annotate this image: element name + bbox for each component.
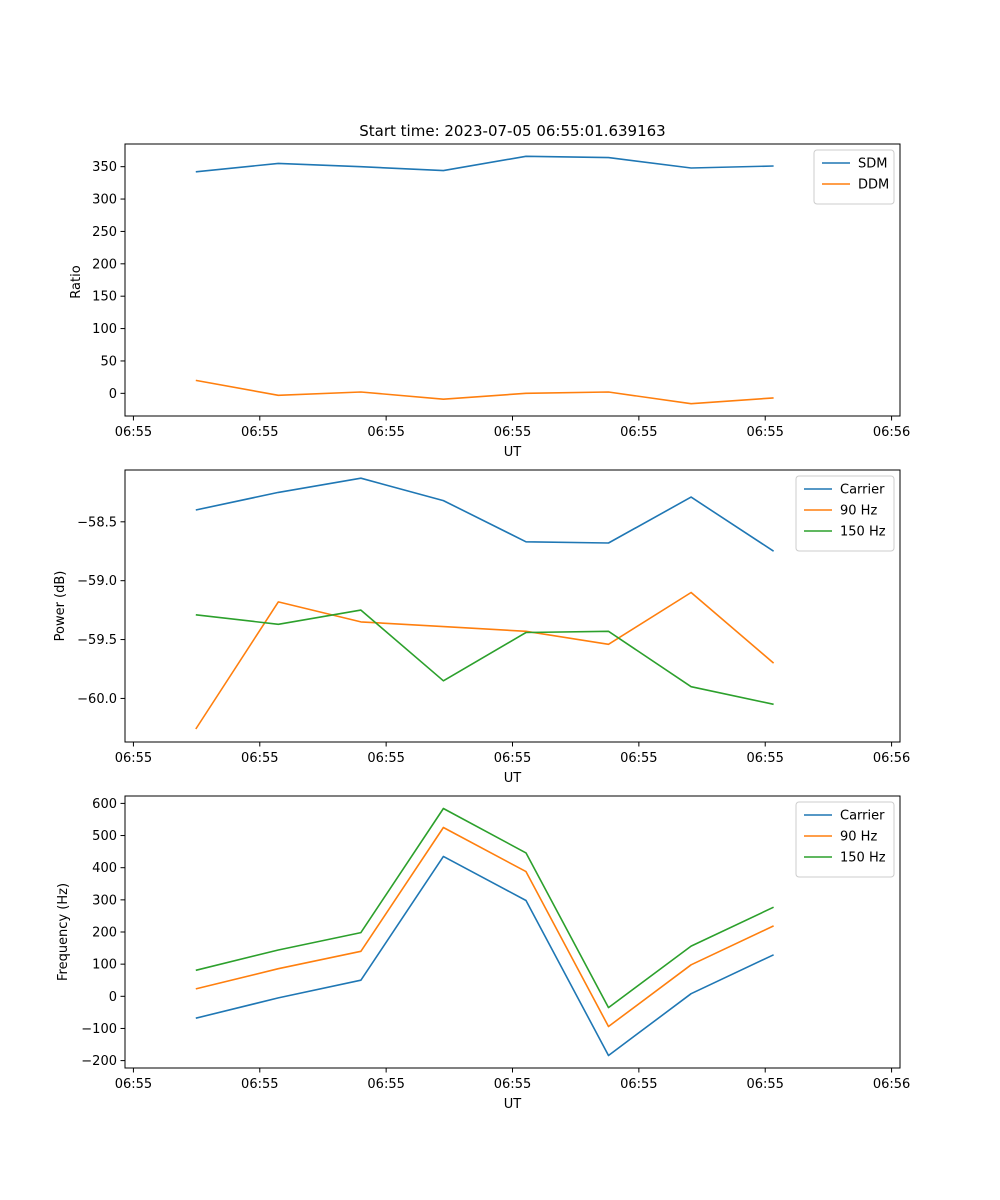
ratio-y-tick-label: 350: [92, 160, 117, 175]
power-y-tick-label: −59.5: [77, 633, 117, 648]
ratio-x-tick-label: 06:55: [241, 425, 278, 440]
ratio-panel-title: Start time: 2023-07-05 06:55:01.639163: [359, 122, 665, 140]
frequency-legend-label-1: 90 Hz: [840, 830, 877, 845]
ratio-series-line-1: [195, 379, 774, 405]
power-series-line-2: [195, 609, 774, 706]
frequency-y-tick-label: −100: [81, 1022, 117, 1037]
power-series-line-1: [195, 591, 775, 730]
ratio-x-tick-label: 06:56: [873, 425, 910, 440]
frequency-plot-area: 06:55 06:55 06:55 06:55 06:55 06:55 06:56 −200 −…: [81, 795, 910, 1092]
frequency-y-tick-label: 600: [92, 797, 117, 812]
ratio-y-tick-label: 50: [100, 354, 117, 369]
frequency-y-tick-label: 300: [92, 893, 117, 908]
ratio-y-tick-label: 300: [92, 193, 117, 208]
frequency-series-line-0: [195, 855, 774, 1057]
power-legend-label-0: Carrier: [840, 483, 885, 498]
ratio-y-tick-label: 150: [92, 290, 117, 305]
ratio-legend-label-1: DDM: [858, 178, 889, 193]
power-y-axis-label: Power (dB): [53, 571, 68, 642]
ratio-x-tick-label: 06:55: [494, 425, 531, 440]
frequency-legend-label-2: 150 Hz: [840, 851, 886, 866]
frequency-x-tick-label: 06:55: [620, 1077, 657, 1092]
ratio-x-tick-label: 06:55: [746, 425, 783, 440]
power-plot-area: 06:55 06:55 06:55 06:55 06:55 06:55 06:56 −60.0…: [77, 469, 910, 766]
power-x-axis-label: UT: [504, 771, 522, 786]
ratio-panel: Start time: 2023-07-05 06:55:01.639163 0…: [69, 122, 910, 460]
ratio-y-axis-label: Ratio: [69, 265, 84, 298]
ratio-x-tick-label: 06:55: [367, 425, 404, 440]
ratio-y-tick-label: 0: [109, 387, 117, 402]
frequency-y-tick-label: −200: [81, 1054, 117, 1069]
power-x-tick-label: 06:55: [241, 751, 278, 766]
ratio-x-axis-label: UT: [504, 445, 522, 460]
frequency-y-tick-label: 0: [109, 990, 117, 1005]
frequency-y-tick-label: 100: [92, 958, 117, 973]
ratio-series-line-0: [195, 155, 774, 173]
power-x-tick-label: 06:55: [367, 751, 404, 766]
power-legend: Carrier 90 Hz 150 Hz: [795, 475, 895, 552]
ratio-y-tick-label: 200: [92, 257, 117, 272]
frequency-legend: Carrier 90 Hz 150 Hz: [795, 801, 895, 878]
power-panel: 06:55 06:55 06:55 06:55 06:55 06:55 06:56 −60.0…: [53, 469, 910, 786]
frequency-series-line-2: [195, 807, 774, 1009]
ratio-y-tick-label: 100: [92, 322, 117, 337]
frequency-x-axis-label: UT: [504, 1097, 522, 1112]
frequency-y-axis-label: Frequency (Hz): [56, 883, 71, 981]
power-x-tick-label: 06:55: [620, 751, 657, 766]
power-y-tick-label: −58.5: [77, 515, 117, 530]
power-x-tick-label: 06:56: [873, 751, 910, 766]
power-legend-box: [795, 475, 895, 552]
power-x-tick-label: 06:55: [494, 751, 531, 766]
power-series-line-0: [195, 477, 775, 552]
frequency-y-tick-label: 400: [92, 861, 117, 876]
frequency-x-tick-label: 06:55: [115, 1077, 152, 1092]
frequency-x-tick-label: 06:55: [494, 1077, 531, 1092]
power-y-tick-label: −59.0: [77, 574, 117, 589]
ratio-legend: SDM DDM: [813, 149, 895, 205]
ratio-x-tick-label: 06:55: [620, 425, 657, 440]
frequency-legend-label-0: Carrier: [840, 809, 885, 824]
frequency-y-tick-label: 500: [92, 829, 117, 844]
power-legend-label-2: 150 Hz: [840, 525, 886, 540]
frequency-x-tick-label: 06:55: [367, 1077, 404, 1092]
frequency-panel: 06:55 06:55 06:55 06:55 06:55 06:55 06:56 −200 −…: [56, 795, 910, 1112]
ratio-legend-label-0: SDM: [858, 157, 887, 172]
frequency-legend-box: [795, 801, 895, 878]
power-x-tick-label: 06:55: [746, 751, 783, 766]
ratio-y-tick-label: 250: [92, 225, 117, 240]
power-y-tick-label: −60.0: [77, 692, 117, 707]
ratio-plot-area: 06:55 06:55 06:55 06:55 06:55 06:55 06:56 0 50 10…: [92, 143, 910, 440]
frequency-x-tick-label: 06:55: [241, 1077, 278, 1092]
power-legend-label-1: 90 Hz: [840, 504, 877, 519]
frequency-series-line-1: [195, 826, 774, 1028]
ratio-x-tick-label: 06:55: [115, 425, 152, 440]
frequency-y-tick-label: 200: [92, 926, 117, 941]
power-x-tick-label: 06:55: [115, 751, 152, 766]
frequency-x-tick-label: 06:56: [873, 1077, 910, 1092]
frequency-x-tick-label: 06:55: [746, 1077, 783, 1092]
